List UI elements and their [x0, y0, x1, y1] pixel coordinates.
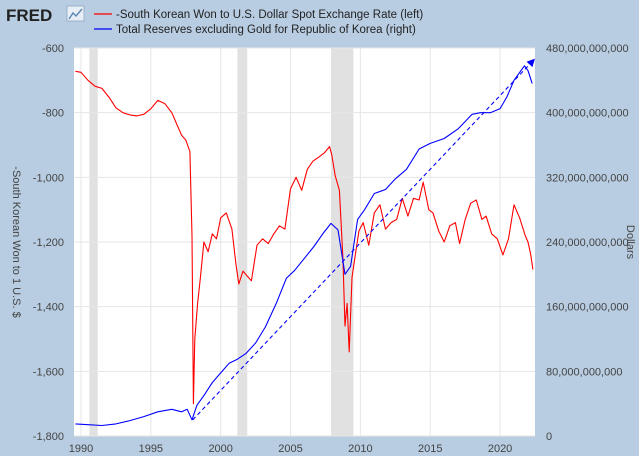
x-tick-label: 2000 [208, 443, 232, 455]
left-tick-label: -800 [42, 108, 64, 120]
series-line-reserves [75, 65, 533, 427]
series-lines [75, 65, 534, 427]
series-line-exchange-rate [75, 70, 534, 405]
legend: -South Korean Won to U.S. Dollar Spot Ex… [94, 9, 423, 36]
fred-logo-text: FRED [6, 6, 52, 25]
left-tick-label: -1,800 [33, 431, 64, 443]
right-axis-label: Dollars [624, 225, 636, 260]
x-axis-ticks: 1990 1995 2000 2005 2010 2015 2020 [69, 443, 513, 455]
trend-arrow-0 [192, 58, 535, 421]
right-tick-label: 480,000,000,000 [546, 43, 629, 55]
right-tick-label: 80,000,000,000 [546, 366, 622, 378]
legend-label-exchange-rate: -South Korean Won to U.S. Dollar Spot Ex… [116, 9, 423, 21]
x-tick-label: 1995 [139, 443, 163, 455]
left-tick-label: -1,600 [33, 366, 64, 378]
right-tick-label: 320,000,000,000 [546, 172, 629, 184]
right-tick-label: 0 [546, 431, 552, 443]
x-tick-label: 2010 [348, 443, 372, 455]
x-tick-label: 2005 [278, 443, 302, 455]
left-tick-label: -600 [42, 43, 64, 55]
fred-graph-icon [66, 5, 85, 22]
legend-label-reserves: Total Reserves excluding Gold for Republ… [116, 24, 416, 36]
right-tick-label: 240,000,000,000 [546, 237, 629, 249]
right-axis-ticks: 0 80,000,000,000 160,000,000,000 240,000,00… [546, 43, 629, 443]
fred-logo[interactable]: FRED [6, 5, 85, 25]
gridlines [74, 47, 535, 437]
x-tick-label: 2015 [418, 443, 442, 455]
left-tick-label: -1,000 [33, 172, 64, 184]
left-axis-label: -South Korean Won to 1 U.S. $ [10, 166, 22, 317]
left-axis-ticks: -600 -800 -1,000 -1,200 -1,400 -1,600 -1,800 [33, 43, 64, 443]
x-tick-label: 1990 [69, 443, 93, 455]
annotations [192, 58, 535, 421]
left-tick-label: -1,400 [33, 302, 64, 314]
left-tick-label: -1,200 [33, 237, 64, 249]
right-tick-label: 400,000,000,000 [546, 108, 629, 120]
right-tick-label: 160,000,000,000 [546, 302, 629, 314]
x-tick-label: 2020 [488, 443, 512, 455]
